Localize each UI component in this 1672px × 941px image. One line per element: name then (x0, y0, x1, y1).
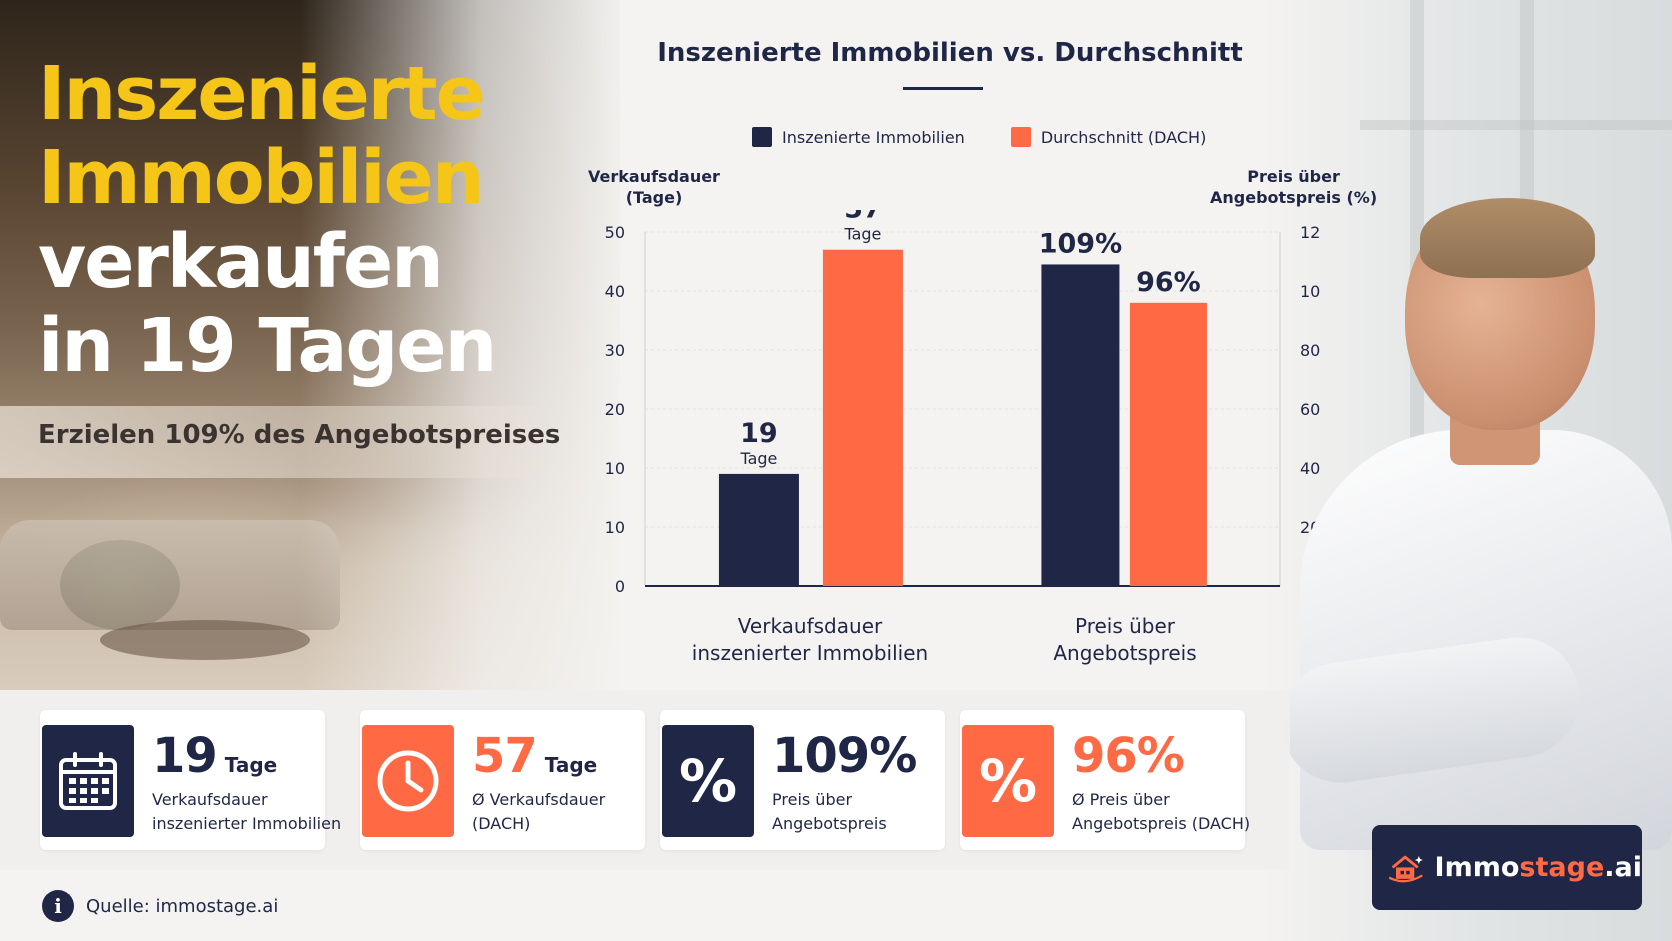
hair-shape (1420, 198, 1595, 278)
stat-value: 96% (1072, 728, 1185, 784)
right-axis-tick-label: 120 (1300, 223, 1320, 242)
left-axis-title-line-1: Verkaufsdauer (588, 167, 720, 186)
stat-description-line-2: Angebotspreis (772, 814, 887, 833)
stat-value: 109% (772, 728, 917, 784)
stat-card-average-duration: 57 Tage Ø Verkaufsdauer (DACH) (360, 710, 645, 850)
stat-description-line-2: Angebotspreis (DACH) (1072, 814, 1251, 833)
chart-legend: Inszenierte Immobilien Durchschnitt (DAC… (752, 127, 1206, 147)
left-axis-tick-label: 40 (605, 282, 625, 301)
legend-item-staged: Inszenierte Immobilien (752, 127, 965, 147)
bar-value-label: 19 (740, 418, 778, 449)
bar-staged-1 (1041, 264, 1120, 586)
immostage-logo: Immostage.ai (1372, 825, 1642, 910)
stat-unit: Tage (544, 753, 598, 777)
legend-swatch-navy (752, 127, 772, 147)
bar-average-1 (1129, 302, 1207, 586)
stat-unit: Tage (224, 753, 278, 777)
bar-staged-0 (718, 473, 799, 586)
stat-description-line-1: Ø Preis über (1072, 790, 1170, 809)
logo-text-suffix: .ai (1604, 852, 1642, 883)
category-label-price-line-2: Angebotspreis (1053, 641, 1197, 665)
left-axis-tick-label: 30 (605, 341, 625, 360)
hero-subtitle: Erzielen 109% des Angebotspreises (38, 420, 561, 450)
bar-average-0 (822, 249, 903, 586)
bar-value-unit: Tage (843, 225, 881, 244)
legend-swatch-coral (1010, 127, 1031, 147)
stat-value: 57 (472, 728, 538, 784)
bar-value-label: 57 (844, 210, 882, 225)
hero-title-line-3: verkaufen (38, 219, 444, 305)
clock-icon (362, 725, 454, 837)
stat-card-staged-duration: 19 Tage Verkaufsdauer inszenierter Immobi… (40, 710, 341, 850)
source-text: Quelle: immostage.ai (86, 895, 279, 917)
stat-description-line-2: inszenierter Immobilien (152, 814, 342, 833)
percent-icon: % (662, 725, 754, 837)
category-label-duration-line-1: Verkaufsdauer (737, 614, 883, 638)
shirt-shape (1300, 430, 1672, 850)
stat-value: 19 (152, 728, 218, 784)
chart-title: Inszenierte Immobilien vs. Durchschnitt (657, 38, 1243, 68)
stat-value-group: 57 Tage (472, 728, 597, 784)
info-icon: i (42, 890, 74, 922)
right-axis-title: Preis über Angebotspreis (%) (1210, 166, 1377, 208)
house-logo-icon (1388, 855, 1423, 882)
right-axis-tick-label: 40 (1300, 459, 1320, 478)
stat-description: Ø Preis über Angebotspreis (DACH) (1072, 788, 1250, 836)
category-label-price: Preis über Angebotspreis (1000, 613, 1250, 667)
hero-title-line-1: Inszenierte (38, 51, 486, 137)
right-axis-title-line-1: Preis über (1247, 167, 1340, 186)
left-axis-tick-label: 10 (605, 518, 625, 537)
left-axis-tick-label: 50 (605, 223, 625, 242)
category-label-price-line-1: Preis über (1074, 614, 1176, 638)
legend-label-average: Durchschnitt (DACH) (1040, 127, 1207, 147)
stat-description-line-1: Ø Verkaufsdauer (472, 790, 606, 809)
stat-description: Verkaufsdauer inszenierter Immobilien (152, 788, 341, 836)
stat-description-line-1: Verkaufsdauer (152, 790, 268, 809)
legend-label-staged: Inszenierte Immobilien (782, 127, 965, 147)
bar-chart: 001020104020603080401005012019Tage57Tage… (605, 210, 1320, 596)
stat-description-line-2: (DACH) (472, 814, 531, 833)
bar-value-label: 109% (1039, 228, 1122, 259)
coffee-table-decoration (100, 620, 310, 660)
stat-card-staged-price: % 109% Preis über Angebotspreis (660, 710, 945, 850)
right-axis-title-line-2: Angebotspreis (%) (1210, 188, 1378, 207)
sofa-decoration (0, 520, 340, 630)
logo-text: Immostage.ai (1435, 852, 1642, 883)
percent-icon: % (962, 725, 1054, 837)
left-axis-tick-label: 10 (605, 459, 625, 478)
bar-value-unit: Tage (739, 449, 777, 468)
stat-value-group: 109% (772, 728, 917, 784)
left-axis-title: Verkaufsdauer (Tage) (588, 166, 720, 208)
stat-value-group: 19 Tage (152, 728, 277, 784)
left-axis-title-line-2: (Tage) (625, 188, 683, 207)
hero-title: Inszenierte Immobilien verkaufen in 19 T… (38, 52, 558, 388)
right-axis-tick-label: 80 (1300, 341, 1320, 360)
source-note: i Quelle: immostage.ai (42, 890, 278, 922)
right-axis-tick-label: 60 (1300, 400, 1320, 419)
left-axis-tick-label: 20 (605, 400, 625, 419)
man-photo (1273, 198, 1672, 850)
stat-description-line-1: Preis über (772, 790, 853, 809)
category-label-duration-line-2: inszenierter Immobilien (691, 641, 929, 665)
subtitle-band (0, 406, 540, 478)
chart-title-underline (903, 87, 983, 90)
category-label-duration: Verkaufsdauer inszenierter Immobilien (680, 613, 940, 667)
photo-fade (300, 0, 630, 690)
left-axis-tick-label: 0 (615, 577, 625, 596)
legend-item-average: Durchschnitt (DACH) (1010, 127, 1207, 147)
logo-text-accent: stage (1519, 852, 1605, 883)
right-axis-tick-label: 100 (1300, 282, 1320, 301)
stat-value-group: 96% (1072, 728, 1185, 784)
hero-title-line-4: in 19 Tagen (38, 303, 497, 389)
calendar-icon (42, 725, 134, 837)
stat-description: Preis über Angebotspreis (772, 788, 887, 836)
stat-card-average-price: % 96% Ø Preis über Angebotspreis (DACH) (960, 710, 1250, 850)
hero-title-line-2: Immobilien (38, 135, 485, 221)
logo-text-brand: Immo (1434, 852, 1520, 883)
stat-description: Ø Verkaufsdauer (DACH) (472, 788, 605, 836)
bar-value-label: 96% (1136, 267, 1201, 298)
